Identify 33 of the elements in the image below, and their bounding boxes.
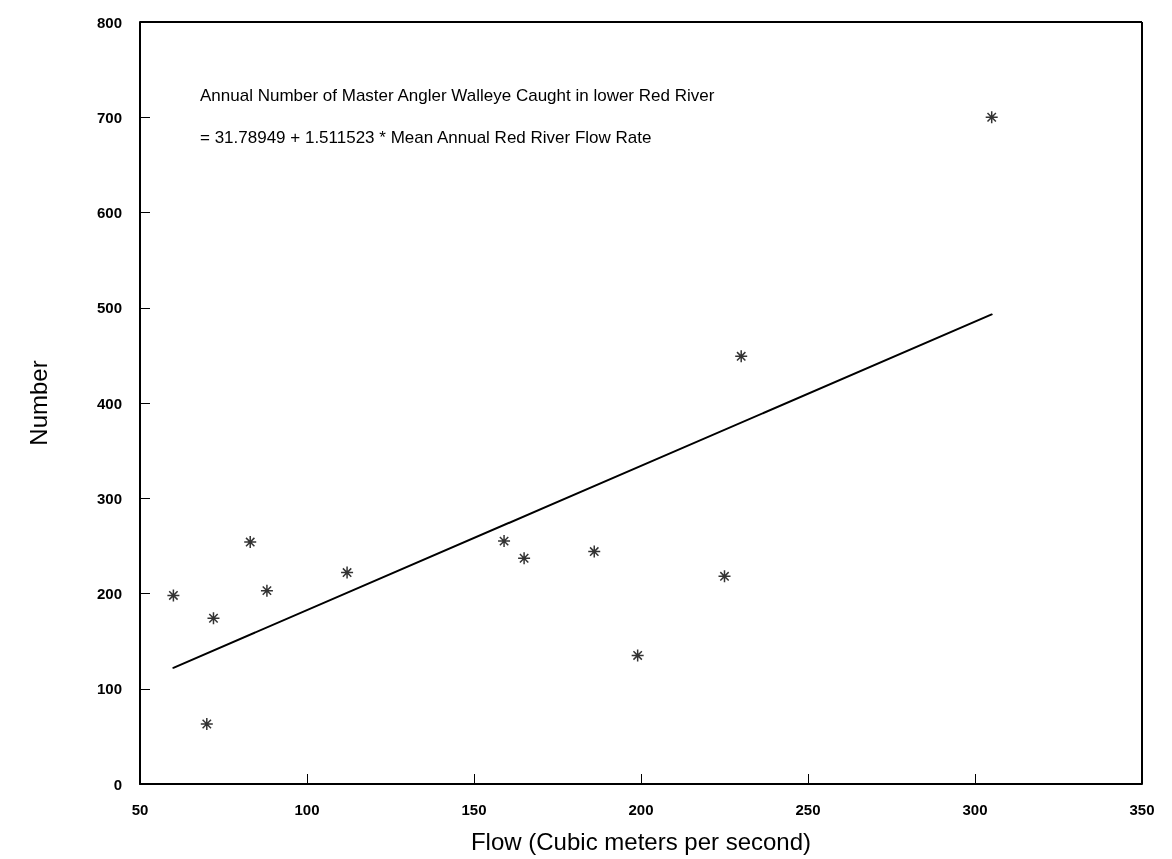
y-axis-title: Number [24,360,52,446]
point [517,551,531,566]
point [260,583,274,598]
point [340,565,354,580]
x-axis-title: Flow (Cubic meters per second) [470,827,812,855]
point [984,110,999,124]
point [166,588,181,603]
x-tick-label: 150 [461,801,487,818]
point [734,349,748,364]
point [206,611,221,626]
x-tick-label: 250 [795,801,821,818]
point [243,535,257,549]
annotation: = 31.78949 + 1.511523 * Mean Annual Red River Flow Rate [200,128,652,147]
x-tick-label: 50 [131,801,149,818]
y-tick-label: 0 [113,775,122,793]
y-tick-label: 500 [96,299,122,317]
x-tick-label: 350 [1129,801,1155,818]
point [497,534,511,548]
point [630,648,645,663]
y-tick-label: 400 [96,394,122,412]
y-tick-label: 700 [96,108,122,126]
point [200,717,214,731]
annotation: Annual Number of Master Angler Walleye Caught in lower Red River [200,86,715,105]
y-tick-label: 100 [96,680,122,698]
point [587,544,601,559]
x-tick-label: 300 [962,801,988,818]
y-tick-label: 800 [96,13,122,31]
x-tick-label: 200 [628,801,654,818]
y-tick-label: 600 [96,204,122,221]
y-tick-label: 200 [96,585,122,602]
y-tick-label: 300 [96,489,122,507]
x-tick-label: 100 [294,801,320,818]
point [717,569,732,584]
